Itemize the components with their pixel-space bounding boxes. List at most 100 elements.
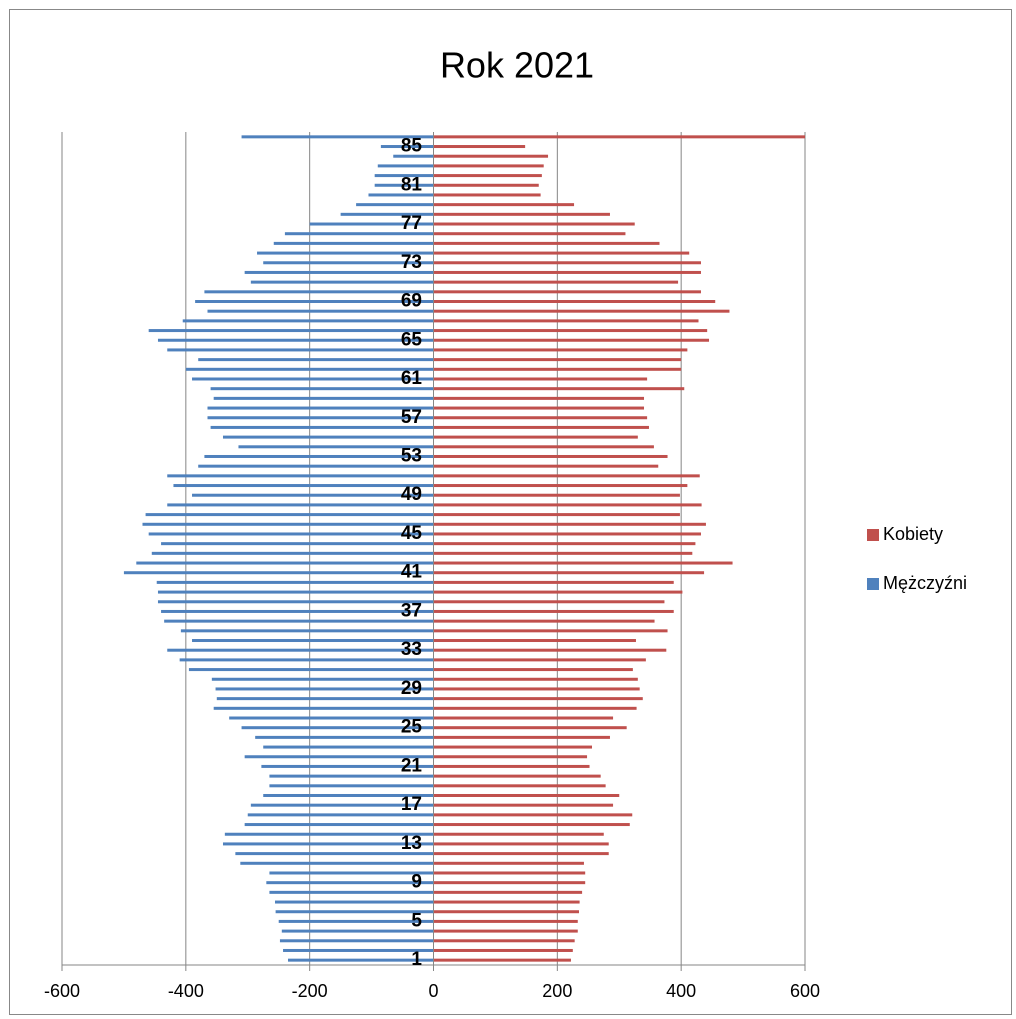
- bar: [161, 609, 434, 613]
- y-tick-label: 69: [401, 291, 422, 312]
- bar: [142, 522, 434, 526]
- bar: [164, 619, 434, 623]
- y-tick-label: 5: [411, 910, 422, 931]
- bar: [257, 251, 434, 255]
- bar: [374, 174, 434, 178]
- bar: [210, 387, 434, 391]
- bar: [433, 929, 578, 933]
- bar: [433, 435, 638, 439]
- bar: [433, 348, 688, 352]
- bar: [263, 745, 434, 749]
- bar: [167, 348, 434, 352]
- bar: [433, 319, 699, 323]
- bar: [180, 629, 434, 633]
- bar: [192, 639, 434, 643]
- bar: [433, 958, 571, 962]
- y-tick-label: 29: [401, 678, 422, 699]
- bar: [210, 425, 434, 429]
- chart-title: Rok 2021: [440, 45, 594, 86]
- bar: [433, 590, 683, 594]
- bar: [433, 212, 610, 216]
- bar: [433, 561, 733, 565]
- bar: [433, 919, 578, 923]
- bar: [433, 300, 716, 304]
- y-tick-label: 21: [401, 755, 423, 776]
- bar: [167, 503, 434, 507]
- bar: [250, 280, 434, 284]
- bar: [433, 658, 646, 662]
- bar: [281, 929, 434, 933]
- bar: [340, 212, 434, 216]
- bar: [433, 251, 690, 255]
- bar: [433, 522, 706, 526]
- bar: [263, 261, 434, 265]
- bar: [433, 174, 542, 178]
- bar: [192, 377, 434, 381]
- bar: [309, 222, 434, 226]
- y-tick-label: 45: [401, 523, 423, 544]
- y-tick-label: 49: [401, 484, 422, 505]
- bar: [433, 677, 638, 681]
- bar: [433, 377, 648, 381]
- bar: [433, 619, 655, 623]
- legend-swatch: [867, 578, 879, 590]
- bar: [211, 677, 434, 681]
- bar: [207, 406, 434, 410]
- y-tick-label: 81: [401, 174, 423, 195]
- bar: [433, 948, 573, 952]
- bar: [224, 832, 434, 836]
- bar: [433, 406, 645, 410]
- x-tick-label: 0: [428, 981, 438, 1001]
- y-tick-label: 85: [401, 136, 423, 157]
- bar: [433, 726, 627, 730]
- bar: [433, 164, 544, 168]
- y-tick-label: 41: [401, 562, 423, 583]
- bar: [136, 561, 434, 565]
- bar: [167, 648, 434, 652]
- y-tick-label: 53: [401, 445, 422, 466]
- bar: [433, 861, 584, 865]
- bar: [222, 842, 434, 846]
- bar: [188, 668, 434, 672]
- bar: [433, 910, 580, 914]
- y-tick-label: 1: [411, 949, 422, 970]
- bar: [204, 454, 434, 458]
- bar: [433, 551, 693, 555]
- bar: [433, 813, 633, 817]
- bar: [284, 232, 434, 236]
- bar: [433, 493, 680, 497]
- bar: [255, 735, 434, 739]
- bar: [433, 193, 541, 197]
- bar: [433, 716, 614, 720]
- bar: [195, 300, 434, 304]
- bar: [238, 445, 434, 449]
- bar: [433, 232, 626, 236]
- bar: [148, 329, 434, 333]
- bar: [244, 823, 434, 827]
- bar: [433, 145, 526, 149]
- y-tick-label: 65: [401, 329, 423, 350]
- bar: [433, 745, 593, 749]
- bar: [433, 280, 679, 284]
- y-tick-label: 61: [401, 368, 423, 389]
- bar: [380, 145, 434, 149]
- bar: [250, 803, 434, 807]
- bar: [433, 154, 549, 158]
- y-tick-label: 73: [401, 252, 422, 273]
- bar: [269, 784, 434, 788]
- y-tick-label: 33: [401, 639, 422, 660]
- bar: [182, 319, 434, 323]
- bar: [161, 542, 434, 546]
- bar: [377, 164, 434, 168]
- bar: [269, 890, 434, 894]
- bar: [157, 600, 434, 604]
- bar: [278, 919, 434, 923]
- bar: [433, 222, 635, 226]
- bar: [433, 571, 705, 575]
- bar: [266, 881, 434, 885]
- bar: [433, 261, 701, 265]
- bar: [269, 871, 434, 875]
- bar: [433, 668, 633, 672]
- bar: [433, 474, 700, 478]
